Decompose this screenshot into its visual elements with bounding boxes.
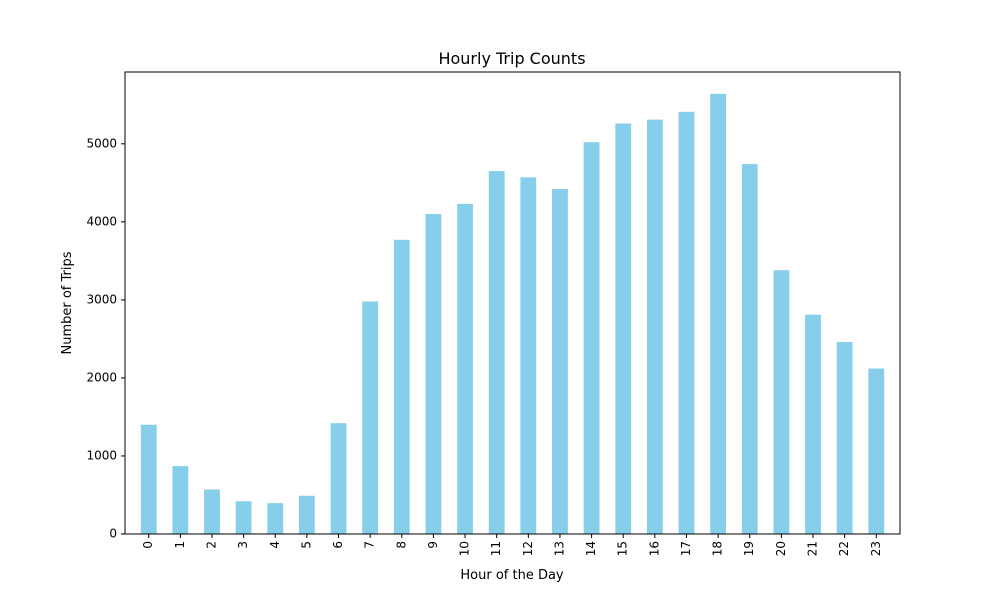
x-tick-label: 12 bbox=[521, 541, 535, 556]
bar-hour-2 bbox=[204, 489, 220, 534]
x-tick-label: 9 bbox=[426, 541, 440, 549]
bar-hour-12 bbox=[520, 177, 537, 534]
bars-group bbox=[140, 93, 885, 535]
bar-hour-4 bbox=[267, 503, 284, 534]
bar-hour-0 bbox=[140, 424, 157, 534]
bar-hour-9 bbox=[425, 214, 442, 534]
bar-hour-16 bbox=[646, 119, 663, 534]
x-tick-label: 6 bbox=[331, 541, 345, 549]
y-tick-label: 0 bbox=[109, 527, 117, 541]
bar-hour-23 bbox=[868, 368, 885, 534]
y-tick-label: 3000 bbox=[86, 292, 117, 306]
y-axis: 0 1000 2000 3000 4000 5000 bbox=[86, 136, 125, 541]
x-tick-label: 2 bbox=[204, 541, 218, 549]
bar-hour-19 bbox=[741, 164, 758, 534]
x-tick-label: 15 bbox=[616, 541, 630, 556]
x-tick-label: 20 bbox=[774, 541, 788, 556]
y-tick-label: 4000 bbox=[86, 214, 117, 228]
x-tick-label: 14 bbox=[584, 541, 598, 556]
bar-hour-15 bbox=[615, 123, 632, 534]
y-tick-label: 5000 bbox=[86, 136, 117, 150]
bar-hour-20 bbox=[773, 270, 790, 534]
x-tick-label: 10 bbox=[458, 541, 472, 556]
chart-title: Hourly Trip Counts bbox=[438, 49, 585, 68]
x-tick-label: 11 bbox=[489, 541, 503, 556]
x-axis: 0 1 2 3 4 5 6 7 8 9 10 11 12 13 14 15 16 17 18 19 20 21 22 23 bbox=[141, 534, 883, 556]
bar-hour-14 bbox=[583, 142, 600, 535]
x-tick-label: 18 bbox=[711, 541, 725, 556]
x-tick-label: 5 bbox=[299, 541, 313, 549]
x-tick-label: 1 bbox=[173, 541, 187, 549]
x-tick-label: 21 bbox=[806, 541, 820, 556]
x-tick-label: 0 bbox=[141, 541, 155, 549]
bar-hour-17 bbox=[678, 111, 695, 535]
x-tick-label: 4 bbox=[268, 541, 282, 549]
bar-hour-8 bbox=[393, 239, 410, 535]
x-tick-label: 17 bbox=[679, 541, 693, 556]
bar-hour-21 bbox=[805, 314, 821, 534]
bar-hour-3 bbox=[235, 501, 252, 534]
x-tick-label: 22 bbox=[837, 541, 851, 556]
bar-hour-5 bbox=[298, 495, 315, 534]
y-axis-label: Number of Trips bbox=[60, 251, 75, 354]
x-tick-label: 8 bbox=[394, 541, 408, 549]
x-tick-label: 16 bbox=[647, 541, 661, 556]
x-tick-label: 3 bbox=[236, 541, 250, 549]
x-tick-label: 23 bbox=[869, 541, 883, 556]
bar-hour-13 bbox=[552, 189, 568, 534]
bar-hour-11 bbox=[488, 171, 505, 535]
bar-hour-22 bbox=[836, 342, 853, 534]
bar-hour-10 bbox=[457, 203, 473, 534]
plot-frame bbox=[124, 71, 901, 535]
y-tick-label: 2000 bbox=[86, 370, 117, 384]
bar-hour-1 bbox=[172, 466, 189, 534]
bar-hour-7 bbox=[362, 301, 379, 534]
x-axis-label: Hour of the Day bbox=[460, 568, 564, 583]
x-tick-label: 7 bbox=[363, 541, 377, 549]
y-tick-label: 1000 bbox=[86, 448, 117, 462]
x-tick-label: 19 bbox=[742, 541, 756, 556]
x-tick-label: 13 bbox=[552, 541, 566, 556]
bar-hour-18 bbox=[710, 93, 727, 534]
bar-hour-6 bbox=[330, 423, 347, 534]
